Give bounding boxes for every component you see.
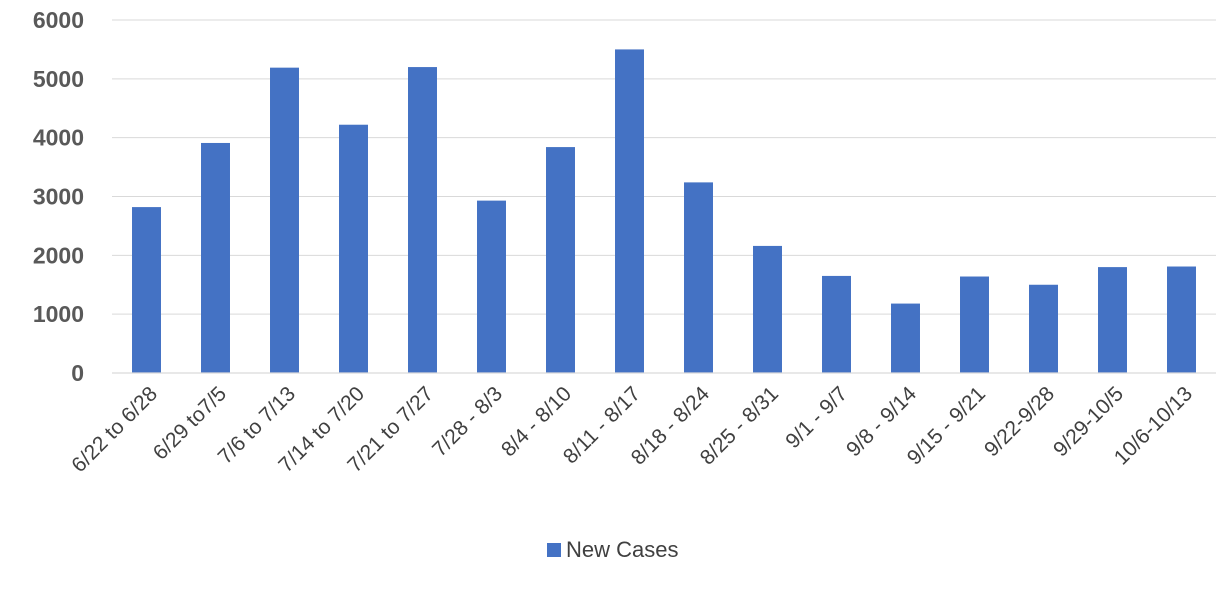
x-tick-label: 9/1 - 9/7 xyxy=(781,382,852,453)
bar[interactable] xyxy=(270,67,299,373)
bar[interactable] xyxy=(684,182,713,373)
bar[interactable] xyxy=(1167,266,1196,373)
x-tick-label: 6/22 to 6/28 xyxy=(67,382,162,477)
bar[interactable] xyxy=(1029,284,1058,373)
bar[interactable] xyxy=(477,200,506,373)
bar[interactable] xyxy=(408,67,437,374)
bar[interactable] xyxy=(960,276,989,373)
x-tick-label: 7/28 - 8/3 xyxy=(428,382,507,461)
y-axis-ticks: 0 1000 2000 3000 4000 5000 6000 xyxy=(33,7,84,386)
bars xyxy=(132,49,1196,374)
bar[interactable] xyxy=(615,49,644,374)
legend-label-new-cases: New Cases xyxy=(566,537,678,562)
y-tick-label: 3000 xyxy=(33,184,84,210)
bar[interactable] xyxy=(1098,267,1127,373)
y-tick-label: 6000 xyxy=(33,7,84,33)
bar[interactable] xyxy=(753,245,782,373)
y-tick-label: 0 xyxy=(71,360,84,386)
bar[interactable] xyxy=(132,207,161,373)
y-tick-label: 2000 xyxy=(33,242,84,268)
legend[interactable]: New Cases xyxy=(547,537,678,562)
bar[interactable] xyxy=(546,147,575,373)
y-tick-label: 4000 xyxy=(33,125,84,151)
bar[interactable] xyxy=(891,303,920,373)
bar[interactable] xyxy=(201,142,230,373)
x-tick-label: 9/22-9/28 xyxy=(980,382,1059,461)
legend-swatch-new-cases xyxy=(547,543,561,557)
y-tick-label: 1000 xyxy=(33,301,84,327)
bar[interactable] xyxy=(339,124,368,374)
bar[interactable] xyxy=(822,275,851,373)
x-axis-ticks: 6/22 to 6/286/29 to7/57/6 to 7/137/14 to… xyxy=(67,382,1197,477)
y-tick-label: 5000 xyxy=(33,66,84,92)
